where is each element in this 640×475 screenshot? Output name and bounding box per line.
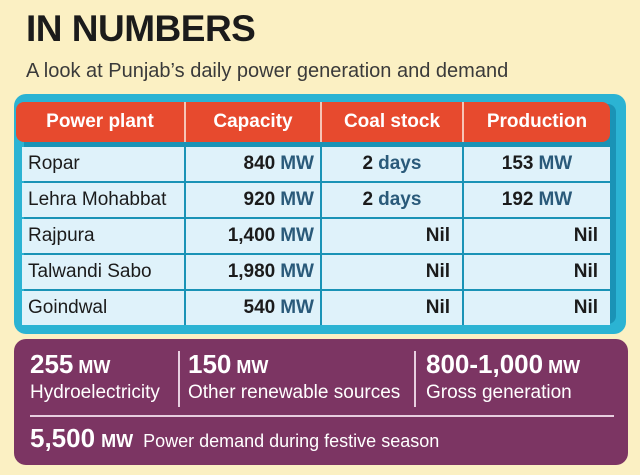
production-value: Nil: [573, 225, 598, 246]
production-value: 192: [501, 189, 534, 210]
capacity-unit: MW: [280, 153, 314, 174]
stat-demand-value: 5,500: [30, 423, 96, 453]
capacity-value: 1,400: [227, 225, 276, 246]
capacity-cell: 840 MW: [186, 147, 322, 181]
capacity-cell: 1,980 MW: [186, 255, 322, 289]
coal-stock-cell: Nil: [322, 219, 464, 253]
production-value: Nil: [573, 261, 598, 282]
coal-stock-cell: 2 days: [322, 183, 464, 217]
column-header-plant: Power plant: [16, 102, 186, 142]
stat-hydro-value: 255: [30, 349, 74, 379]
plant-name: Lehra Mohabbat: [28, 189, 167, 210]
capacity-unit: MW: [280, 297, 314, 318]
plant-cell: Ropar: [22, 147, 186, 181]
coal-stock-unit: days: [378, 189, 422, 210]
table-row: Rajpura 1,400 MW Nil Nil: [22, 219, 610, 253]
stat-renewable-value: 150: [188, 349, 232, 379]
plant-name: Talwandi Sabo: [28, 261, 152, 282]
coal-stock-cell: 2 days: [322, 147, 464, 181]
plant-cell: Rajpura: [22, 219, 186, 253]
coal-stock-value: 2: [362, 189, 374, 210]
production-cell: Nil: [464, 255, 610, 289]
coal-stock-cell: Nil: [322, 291, 464, 325]
page-title: IN NUMBERS: [26, 8, 256, 49]
production-unit: MW: [538, 189, 573, 210]
plant-name: Goindwal: [28, 297, 108, 318]
stat-demand-label: Power demand during festive season: [143, 431, 440, 451]
stat-renewable-label: Other renewable sources: [188, 382, 401, 403]
capacity-value: 840: [243, 153, 276, 174]
plant-cell: Talwandi Sabo: [22, 255, 186, 289]
stat-demand-unit: MW: [101, 431, 134, 451]
production-cell: Nil: [464, 291, 610, 325]
plant-name: Ropar: [28, 153, 80, 174]
capacity-value: 920: [243, 189, 276, 210]
production-cell: 192 MW: [464, 183, 610, 217]
table-header-row: Power plant Capacity Coal stock Producti…: [16, 102, 610, 142]
stat-renewable: 150 MW Other renewable sources: [188, 349, 400, 404]
production-cell: 153 MW: [464, 147, 610, 181]
coal-stock-value: 2: [362, 153, 374, 174]
stats-panel: 255 MW Hydroelectricity 150 MW Other renew…: [14, 339, 628, 465]
column-header-coal-stock: Coal stock: [322, 102, 464, 142]
plant-cell: Goindwal: [22, 291, 186, 325]
stat-gross-label: Gross generation: [426, 382, 572, 403]
production-unit: MW: [538, 153, 573, 174]
stat-hydro-unit: MW: [78, 357, 111, 377]
coal-stock-cell: Nil: [322, 255, 464, 289]
column-header-capacity: Capacity: [186, 102, 322, 142]
column-header-production: Production: [486, 111, 588, 132]
capacity-unit: MW: [280, 261, 314, 282]
capacity-value: 540: [243, 297, 276, 318]
stat-divider: [178, 351, 180, 407]
table-row: Talwandi Sabo 1,980 MW Nil Nil: [22, 255, 610, 289]
stat-gross: 800-1,000 MW Gross generation: [426, 349, 580, 404]
stat-renewable-unit: MW: [236, 357, 269, 377]
capacity-cell: 920 MW: [186, 183, 322, 217]
page-subtitle: A look at Punjab’s daily power generatio…: [26, 60, 509, 82]
stat-hydro-label: Hydroelectricity: [30, 382, 160, 403]
plant-name: Rajpura: [28, 225, 95, 246]
table-row: Ropar 840 MW 2 days 153 MW: [22, 147, 610, 181]
stat-separator: [30, 415, 614, 417]
production-value: Nil: [573, 297, 598, 318]
coal-stock-value: Nil: [425, 261, 450, 282]
capacity-unit: MW: [280, 225, 314, 246]
production-value: 153: [501, 153, 534, 174]
capacity-value: 1,980: [227, 261, 276, 282]
coal-stock-value: Nil: [425, 225, 450, 246]
coal-stock-value: Nil: [425, 297, 450, 318]
capacity-cell: 540 MW: [186, 291, 322, 325]
capacity-unit: MW: [280, 189, 314, 210]
stat-hydro: 255 MW Hydroelectricity: [30, 349, 160, 404]
coal-stock-unit: days: [378, 153, 422, 174]
stat-gross-unit: MW: [548, 357, 581, 377]
production-cell: Nil: [464, 219, 610, 253]
plant-cell: Lehra Mohabbat: [22, 183, 186, 217]
table-row: Goindwal 540 MW Nil Nil: [22, 291, 610, 325]
stat-demand: 5,500 MW Power demand during festive sea…: [30, 423, 439, 454]
table-row: Lehra Mohabbat 920 MW 2 days 192 MW: [22, 183, 610, 217]
capacity-cell: 1,400 MW: [186, 219, 322, 253]
stat-gross-value: 800-1,000: [426, 349, 544, 379]
stat-divider: [414, 351, 416, 407]
